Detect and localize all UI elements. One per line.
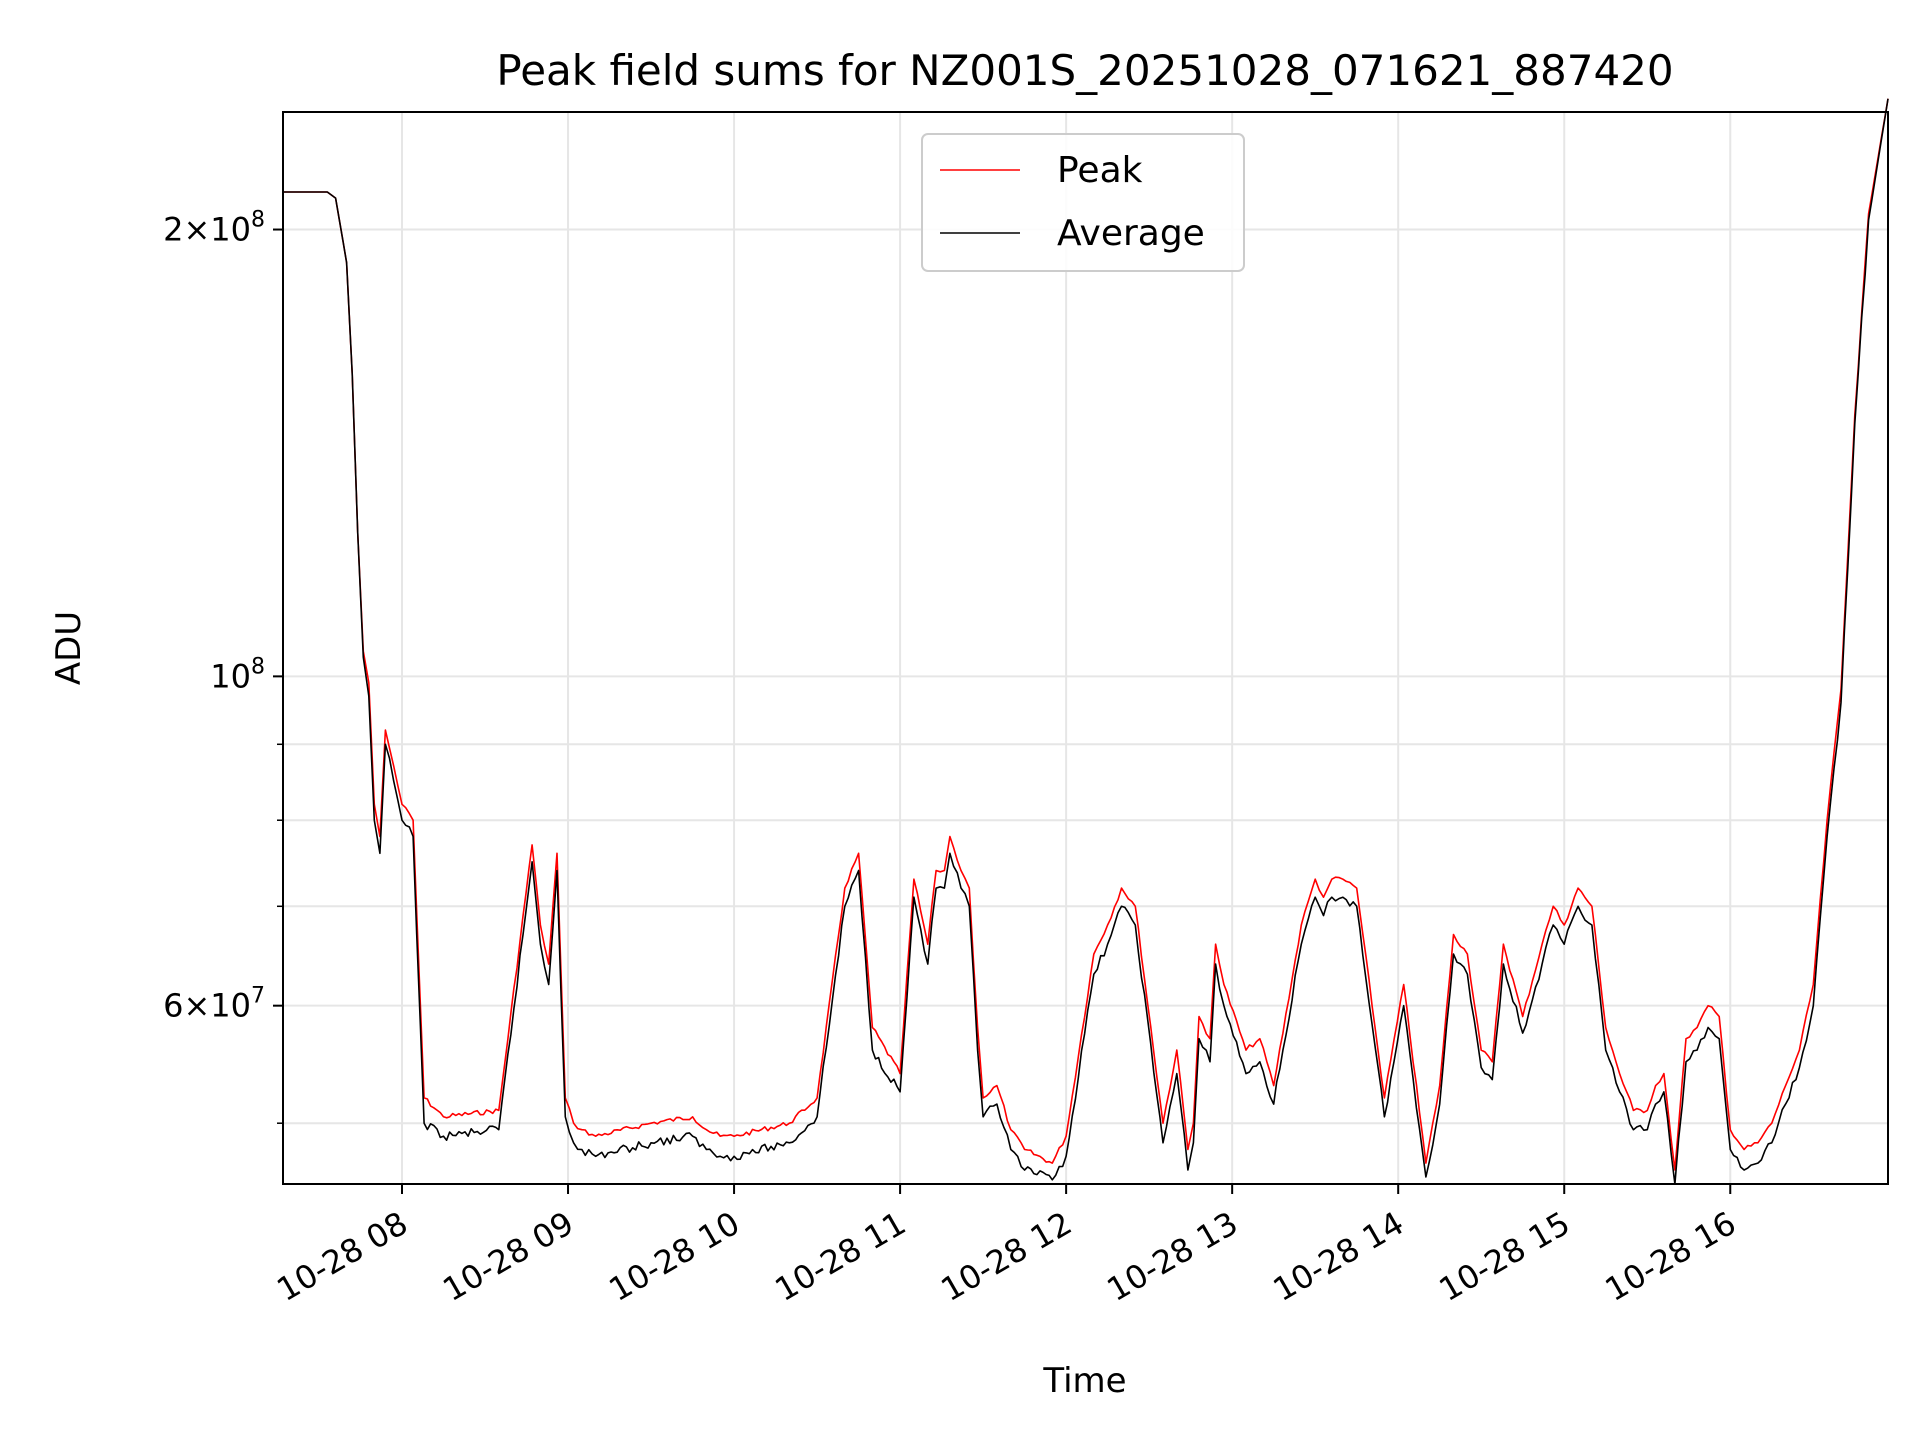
y-axis-label: ADU xyxy=(49,611,89,685)
legend: Peak Average xyxy=(921,133,1245,272)
series-line-average xyxy=(283,98,1889,1185)
y-tick-label: 108 xyxy=(210,654,265,695)
legend-label-average: Average xyxy=(1057,213,1205,254)
y-tick-label: 6×107 xyxy=(163,984,265,1025)
plot-frame xyxy=(282,111,1889,1185)
plot-lines xyxy=(283,98,1889,1185)
legend-box xyxy=(921,133,1245,272)
x-axis-label: Time xyxy=(1042,1361,1126,1401)
legend-label-peak: Peak xyxy=(1057,150,1143,191)
y-tick-label: 2×108 xyxy=(163,208,265,249)
chart-title: Peak field sums for NZ001S_20251028_0716… xyxy=(496,46,1673,95)
